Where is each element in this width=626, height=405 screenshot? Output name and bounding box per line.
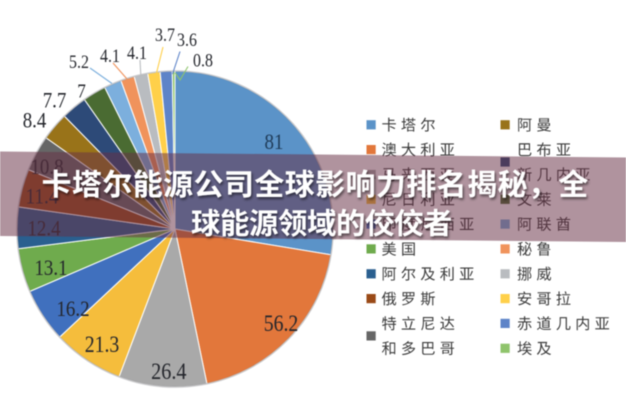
svg-text:7: 7 bbox=[77, 81, 86, 103]
svg-text:3.7: 3.7 bbox=[155, 26, 175, 46]
svg-text:16.2: 16.2 bbox=[56, 296, 89, 321]
svg-text:56.2: 56.2 bbox=[264, 311, 299, 336]
svg-text:21.3: 21.3 bbox=[85, 332, 120, 357]
svg-text:0.8: 0.8 bbox=[193, 52, 213, 72]
svg-text:13.1: 13.1 bbox=[34, 255, 67, 280]
svg-text:4.1: 4.1 bbox=[100, 47, 120, 67]
svg-text:81: 81 bbox=[265, 129, 284, 154]
svg-text:4.1: 4.1 bbox=[127, 44, 147, 64]
svg-text:26.4: 26.4 bbox=[151, 359, 187, 385]
svg-text:3.6: 3.6 bbox=[177, 31, 197, 51]
svg-text:7.7: 7.7 bbox=[43, 87, 67, 112]
svg-text:5.2: 5.2 bbox=[69, 53, 89, 73]
svg-text:8.4: 8.4 bbox=[23, 107, 47, 132]
